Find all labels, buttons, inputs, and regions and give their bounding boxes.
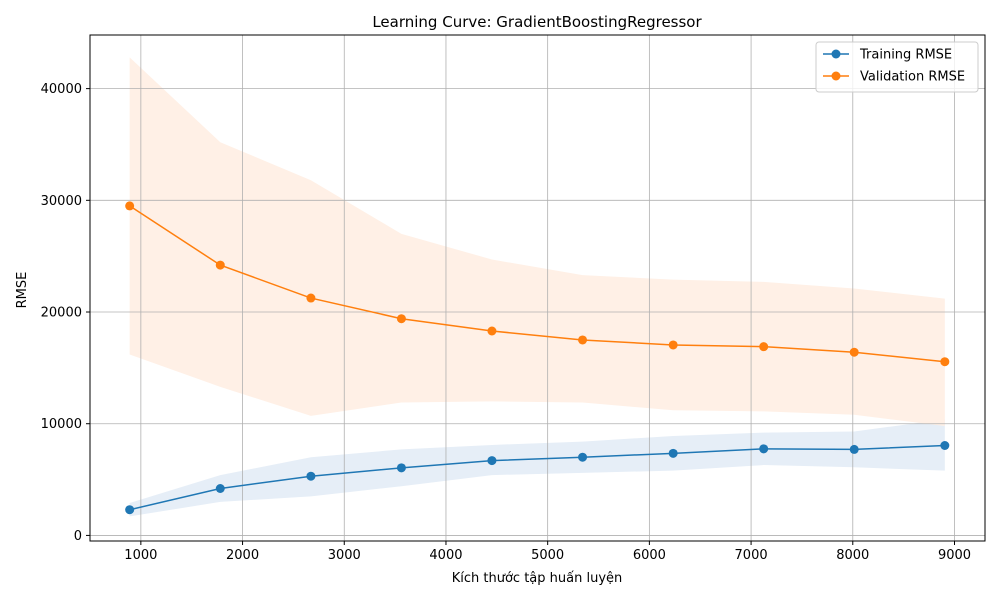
point-series-2 <box>396 314 406 324</box>
x-axis-ticks: 1000 2000 3000 4000 5000 6000 7000 8000 9000 <box>124 541 971 563</box>
legend-box <box>815 41 979 93</box>
point-series-1 <box>668 448 678 458</box>
confidence-bands <box>129 57 945 517</box>
y-axis-label: RMSE <box>15 272 30 309</box>
band-series-1 <box>129 419 945 517</box>
point-series-2 <box>125 201 135 211</box>
point-series-1 <box>578 452 588 462</box>
chart-title: Learning Curve: GradientBoostingRegresso… <box>372 13 702 31</box>
legend-label-2: Validation RMSE <box>860 70 965 85</box>
y-tick-label: 0 <box>74 529 82 544</box>
legend-marker-2 <box>831 71 841 81</box>
line-series-2 <box>129 205 945 363</box>
x-tick-label: 8000 <box>836 548 869 563</box>
y-tick-label: 40000 <box>41 82 82 97</box>
point-series-1 <box>849 444 859 454</box>
point-series-1 <box>396 463 406 473</box>
point-series-2 <box>578 335 588 345</box>
y-tick-label: 30000 <box>41 194 82 209</box>
point-series-2 <box>849 347 859 357</box>
point-series-1 <box>306 471 316 481</box>
point-series-2 <box>940 357 950 367</box>
x-tick-label: 4000 <box>429 548 462 563</box>
y-tick-label: 10000 <box>41 417 82 432</box>
point-series-1 <box>487 456 497 466</box>
point-series-1 <box>759 444 769 454</box>
legend-label-1: Training RMSE <box>859 48 952 63</box>
point-series-1 <box>125 505 135 515</box>
point-series-1 <box>940 440 950 450</box>
x-tick-label: 7000 <box>735 548 768 563</box>
x-tick-label: 6000 <box>633 548 666 563</box>
x-tick-label: 2000 <box>226 548 259 563</box>
legend-marker-1 <box>831 49 841 59</box>
point-series-1 <box>215 484 225 494</box>
series-points <box>125 201 950 515</box>
plot-frame <box>89 34 986 542</box>
line-series-1 <box>129 444 945 511</box>
y-tick-label: 20000 <box>41 306 82 321</box>
legend: Training RMSE Validation RMSE <box>815 41 979 93</box>
x-tick-label: 9000 <box>938 548 971 563</box>
series-lines <box>129 205 945 511</box>
x-tick-label: 1000 <box>124 548 157 563</box>
point-series-2 <box>215 260 225 270</box>
point-series-2 <box>668 340 678 350</box>
point-series-2 <box>487 326 497 336</box>
x-axis-label: Kích thước tập huấn luyện <box>452 571 623 586</box>
band-series-2 <box>129 57 945 426</box>
x-tick-label: 5000 <box>531 548 564 563</box>
x-tick-label: 3000 <box>328 548 361 563</box>
point-series-2 <box>306 293 316 303</box>
y-axis-ticks: 0 10000 20000 30000 40000 <box>41 82 90 544</box>
point-series-2 <box>759 342 769 352</box>
